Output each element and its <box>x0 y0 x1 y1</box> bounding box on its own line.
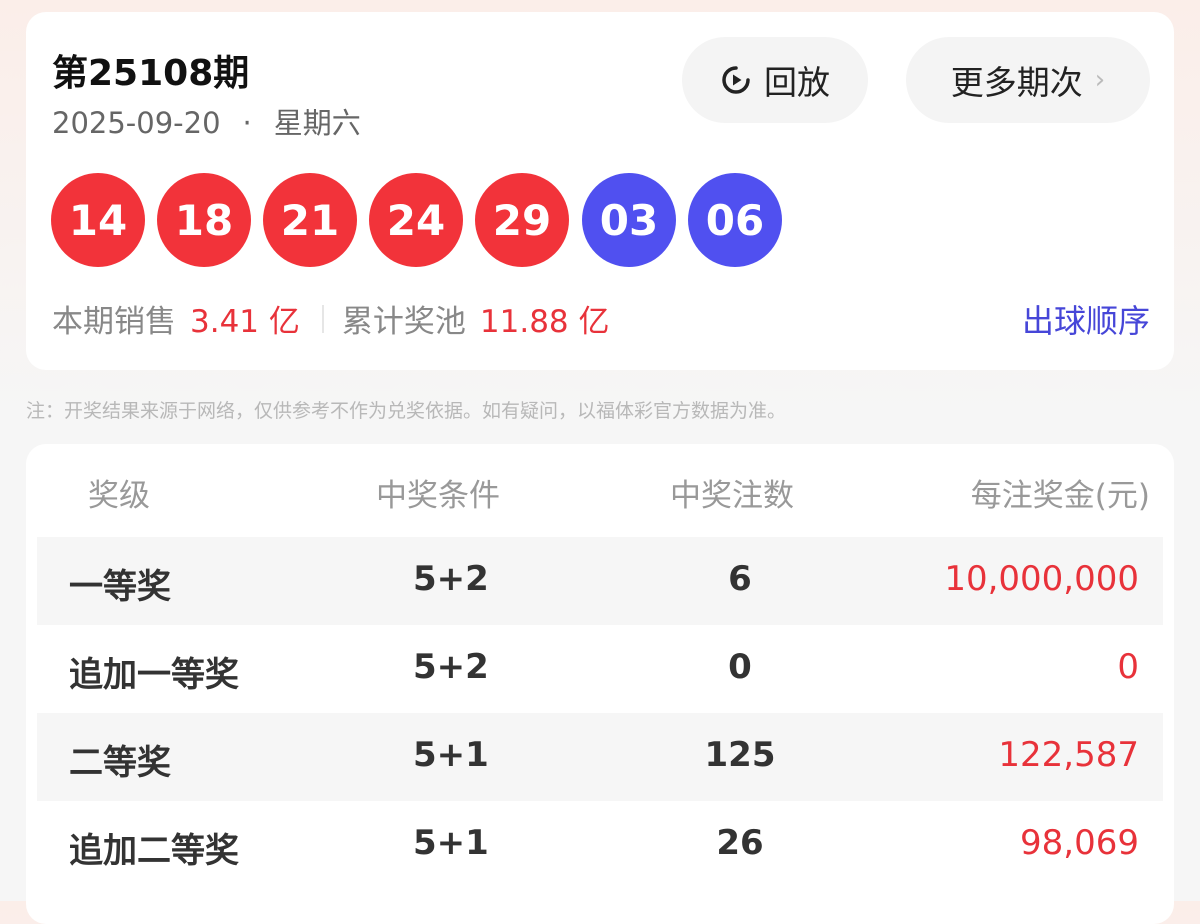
sales-value: 3.41 亿 <box>190 304 300 340</box>
prize-table: 奖级 中奖条件 中奖注数 每注奖金(元) 一等奖 5+2 6 10,000,000 追加… <box>26 444 1174 924</box>
pool-value: 11.88 亿 <box>479 304 610 340</box>
table-row: 追加二等奖 5+1 26 98,069 <box>69 823 1139 871</box>
header-level: 奖级 <box>88 478 150 514</box>
prize-level: 二等奖 <box>69 743 171 783</box>
red-ball: 14 <box>51 173 145 267</box>
divider <box>321 304 324 333</box>
win-condition: 5+1 <box>413 735 489 775</box>
red-ball: 18 <box>157 173 251 267</box>
win-condition: 5+1 <box>413 823 489 863</box>
sales-label: 本期销售 <box>52 304 176 340</box>
blue-ball: 06 <box>688 173 782 267</box>
red-ball: 24 <box>369 173 463 267</box>
header-prize: 每注奖金(元) <box>970 478 1150 514</box>
pool-label: 累计奖池 <box>341 304 466 340</box>
prize-level: 追加二等奖 <box>69 831 239 871</box>
sales-info: 本期销售 3.41 亿 累计奖池 11.88 亿 <box>52 296 620 341</box>
prize-amount: 122,587 <box>998 735 1139 775</box>
red-ball: 29 <box>475 173 569 267</box>
table-row: 追加一等奖 5+2 0 0 <box>69 647 1139 695</box>
dot: · <box>242 106 252 140</box>
red-ball: 21 <box>263 173 357 267</box>
header-condition: 中奖条件 <box>376 478 500 514</box>
prize-amount: 0 <box>1117 647 1139 687</box>
prize-level: 一等奖 <box>69 567 171 607</box>
date: 2025-09-20 <box>52 106 221 140</box>
draw-title: 第25108期 <box>52 53 250 94</box>
weekday: 星期六 <box>273 106 361 140</box>
table-row: 二等奖 5+1 125 122,587 <box>37 713 1163 801</box>
draw-card: 第25108期 2025-09-20 · 星期六 回放 更多期次 › 14 18 21… <box>26 12 1174 370</box>
replay-icon <box>722 66 750 94</box>
win-condition: 5+2 <box>413 647 489 687</box>
more-label: 更多期次 <box>950 63 1083 102</box>
header-count: 中奖注数 <box>670 478 794 514</box>
draw-date: 2025-09-20 · 星期六 <box>52 100 383 142</box>
table-row: 一等奖 5+2 6 10,000,000 <box>37 537 1163 625</box>
prize-amount: 10,000,000 <box>944 559 1139 599</box>
win-condition: 5+2 <box>413 559 489 599</box>
replay-label: 回放 <box>764 63 830 102</box>
prize-level: 追加一等奖 <box>69 655 239 695</box>
blue-ball: 03 <box>582 173 676 267</box>
chevron-right-icon: › <box>1094 65 1106 95</box>
replay-button[interactable]: 回放 <box>682 37 868 123</box>
prize-amount: 98,069 <box>1020 823 1139 863</box>
ball-order-link[interactable]: 出球顺序 <box>1021 302 1150 340</box>
more-draws-button[interactable]: 更多期次 › <box>906 37 1150 123</box>
disclaimer-note: 注：开奖结果来源于网络，仅供参考不作为兑奖依据。如有疑问，以福体彩官方数据为准。 <box>26 400 787 422</box>
